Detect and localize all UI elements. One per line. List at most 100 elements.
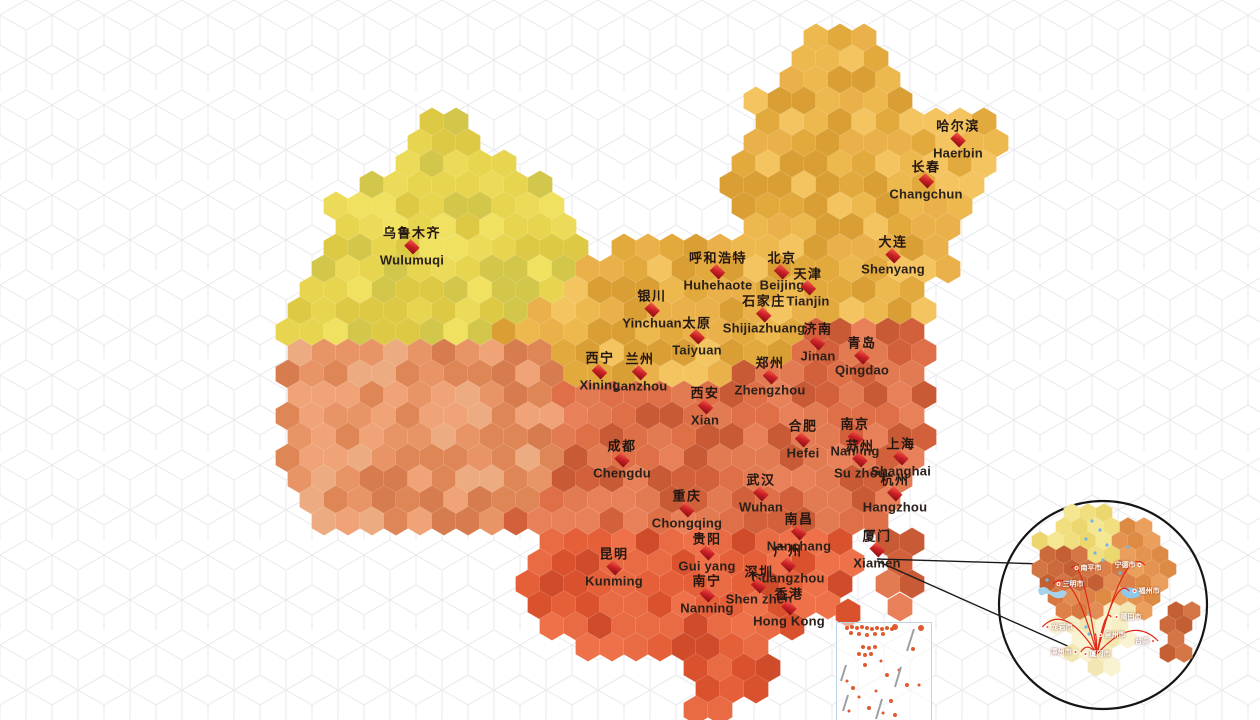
city-label-en: Lanzhou — [612, 378, 668, 394]
city-marker-shenyang[interactable]: 大连 Shenyang — [861, 234, 925, 277]
city-label-zh: 苏州 — [845, 438, 875, 454]
inset-city-dot-icon — [1132, 589, 1137, 593]
inset-city-label: 三明市 — [1056, 579, 1084, 589]
city-marker-kunming[interactable]: 昆明 Kunming — [585, 546, 643, 589]
inset-city-dot-icon — [1045, 625, 1050, 629]
city-marker-huhehaote[interactable]: 呼和浩特 Huhehaote — [683, 250, 753, 293]
city-marker-wulumuqi[interactable]: 乌鲁木齐 Wulumuqi — [379, 226, 445, 268]
city-marker-changchun[interactable]: 长春 Changchun — [889, 160, 962, 202]
city-label-en: Shenyang — [861, 261, 925, 277]
city-marker-wuhan[interactable]: 武汉 Wuhan — [739, 472, 783, 515]
city-marker-lanzhou[interactable]: 兰州 Lanzhou — [612, 351, 668, 394]
city-label-en: Gui yang — [678, 558, 736, 574]
inset-river — [1038, 587, 1067, 599]
inset-city-dot-icon — [1073, 650, 1078, 654]
city-marker-hangzhou[interactable]: 杭州 Hangzhou — [863, 473, 927, 515]
city-label-en: Zhengzhou — [734, 382, 806, 398]
inset-city-name: 台湾 — [1135, 638, 1149, 645]
city-label-en: Hong Kong — [753, 613, 825, 629]
city-marker-taiyuan[interactable]: 太原 Taiyuan — [672, 315, 722, 358]
city-marker-xiamen[interactable]: 厦门 Xiamen — [853, 528, 901, 571]
city-label-zh: 兰州 — [625, 351, 655, 367]
city-marker-xining[interactable]: 西宁 Xining — [580, 350, 621, 393]
city-marker-hongkong[interactable]: 香港 Hong Kong — [753, 586, 825, 629]
city-label-zh: 大连 — [878, 234, 908, 250]
city-label-zh: 天津 — [793, 266, 823, 282]
flight-routes — [1041, 560, 1159, 655]
city-marker-guiyang[interactable]: 贵阳 Gui yang — [678, 531, 736, 574]
city-marker-haerbin[interactable]: 哈尔滨 Haerbin — [933, 118, 983, 161]
city-label-zh: 成都 — [607, 438, 637, 454]
city-label-zh: 西宁 — [585, 350, 615, 366]
city-label-zh: 南昌 — [784, 511, 814, 527]
city-label-en: Yinchuan — [622, 315, 682, 331]
city-label-zh: 郑州 — [755, 355, 785, 371]
inset-city-dot-icon — [1056, 582, 1061, 586]
city-label-en: Wulumuqi — [379, 252, 445, 268]
city-label-en: Huhehaote — [683, 277, 753, 293]
inset-city-label: 福州市 — [1132, 586, 1160, 596]
city-marker-jinan[interactable]: 济南 Jinan — [801, 322, 836, 364]
city-marker-shenzhen[interactable]: 深圳 Shen zhen — [725, 564, 793, 607]
city-marker-chongqing[interactable]: 重庆 Chongqing — [651, 488, 723, 531]
city-marker-zhengzhou[interactable]: 郑州 Zhengzhou — [734, 355, 806, 398]
city-marker-guangzhou[interactable]: 广州 Guangzhou — [751, 544, 824, 586]
city-label-zh: 呼和浩特 — [688, 250, 748, 266]
inset-city-name: 龙岩市 — [1051, 624, 1073, 631]
city-marker-beijing[interactable]: 北京 Beijing — [759, 250, 805, 293]
city-marker-tianjin[interactable]: 天津 Tianjin — [786, 266, 829, 309]
city-marker-xian[interactable]: 西安 Xian — [690, 385, 720, 428]
inset-city-dot-icon — [1098, 633, 1103, 637]
city-label-zh: 北京 — [767, 250, 797, 266]
inset-hex-map — [1031, 503, 1201, 677]
city-label-en: Shanghai — [870, 463, 932, 479]
city-label-en: Xian — [690, 412, 720, 428]
city-label-zh: 武汉 — [746, 472, 776, 488]
city-marker-shanghai[interactable]: 上海 Shanghai — [870, 436, 932, 479]
city-label-en: Beijing — [759, 277, 805, 293]
city-label-zh: 厦门 — [862, 528, 892, 544]
city-marker-nanjing[interactable]: 南京 Nanjing — [830, 417, 880, 459]
city-label-zh: 西安 — [690, 385, 720, 401]
inset-city-name: 福州市 — [1138, 588, 1160, 595]
city-label-zh: 贵阳 — [692, 531, 722, 547]
south-china-sea-inset — [836, 622, 932, 720]
city-marker-nanning[interactable]: 南宁 Nanning — [680, 574, 734, 616]
city-marker-hefei[interactable]: 合肥 Hefei — [787, 418, 820, 461]
inset-city-name: 三明市 — [1062, 581, 1084, 588]
city-label-zh: 银川 — [637, 288, 667, 304]
city-label-en: Shen zhen — [725, 591, 793, 607]
city-label-en: Nanning — [680, 600, 734, 616]
city-label-en: Kunming — [585, 573, 643, 589]
inset-city-label: 台湾 — [1135, 636, 1155, 646]
city-marker-shijiazhuang[interactable]: 石家庄 Shijiazhuang — [722, 294, 806, 336]
city-label-en: Haerbin — [933, 145, 983, 161]
city-label-en: Nanjing — [830, 443, 880, 459]
city-label-zh: 香港 — [774, 586, 804, 602]
city-label-en: Xiamen — [853, 555, 901, 571]
city-label-en: Nanchang — [766, 538, 832, 554]
city-label-zh: 合肥 — [788, 418, 818, 434]
city-label-zh: 哈尔滨 — [936, 118, 980, 134]
city-label-zh: 深圳 — [744, 564, 774, 580]
city-marker-chengdu[interactable]: 成都 Chengdu — [593, 438, 651, 481]
city-marker-yinchuan[interactable]: 银川 Yinchuan — [622, 288, 682, 331]
magnifier-ring[interactable] — [997, 499, 1209, 711]
city-marker-nanchang[interactable]: 南昌 Nanchang — [766, 511, 832, 554]
city-label-en: Shijiazhuang — [722, 320, 806, 336]
city-label-en: Qingdao — [834, 362, 890, 378]
city-marker-suzhou[interactable]: 苏州 Su zhou — [834, 438, 886, 481]
city-label-zh: 重庆 — [672, 488, 702, 504]
city-label-zh: 青岛 — [847, 335, 877, 351]
city-label-zh: 上海 — [886, 436, 916, 452]
inset-city-dot-icon — [1074, 566, 1079, 570]
city-label-en: Chongqing — [651, 515, 723, 531]
inset-city-dot-icon — [1137, 563, 1142, 567]
city-label-en: Chengdu — [593, 465, 651, 481]
city-label-zh: 昆明 — [599, 546, 629, 562]
city-marker-qingdao[interactable]: 青岛 Qingdao — [834, 335, 890, 378]
city-label-zh: 太原 — [682, 315, 712, 331]
